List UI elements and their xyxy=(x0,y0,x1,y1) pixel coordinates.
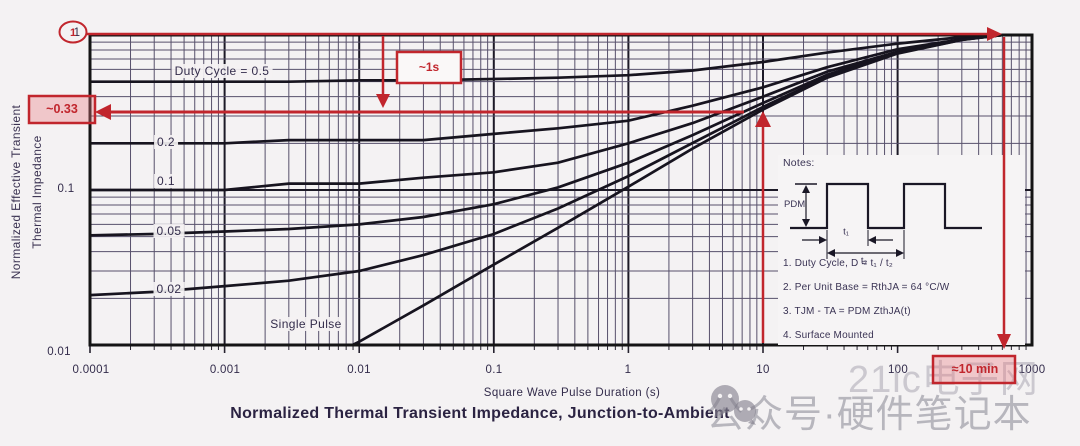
x-tick-1000: 1000 xyxy=(1018,364,1046,376)
x-tick-1: 1 xyxy=(624,364,632,376)
wechat-icon xyxy=(711,385,756,425)
impedance-curves xyxy=(90,35,1032,345)
note-item-1: 1. Duty Cycle, D = t₁ / t₂ xyxy=(783,258,893,269)
curve-label-duty-0.5: Duty Cycle = 0.5 xyxy=(171,64,273,78)
curve-label-single-pulse: Single Pulse xyxy=(267,317,345,331)
watermark-21ic: 21ic电子网 xyxy=(848,348,1039,403)
x-axis-title: Square Wave Pulse Duration (s) xyxy=(483,387,661,399)
impedance-0.33-label: ~0.33 xyxy=(46,102,78,116)
arrow-down-icon xyxy=(376,94,390,108)
waveform-t2-label: t₂ xyxy=(860,255,868,267)
note-item-3: 3. TJM - TA = PDM ZthJA(t) xyxy=(783,306,911,317)
curve-single-pulse xyxy=(349,35,1032,345)
x-tick-0.01: 0.01 xyxy=(347,364,371,376)
watermark-wechat-text: 公众号·硬件笔记本 xyxy=(706,394,1032,436)
annotation-lines xyxy=(58,20,1006,343)
x-tick-100: 100 xyxy=(887,364,909,376)
curve-label-duty-0.02: 0.02 xyxy=(153,282,185,296)
chart-title: Normalized Thermal Transient Impedance, … xyxy=(230,405,730,422)
annotation-arrowheads xyxy=(95,27,1011,349)
pulse-waveform xyxy=(790,182,982,259)
curve-duty-cycle-0.5 xyxy=(90,35,1032,84)
curve-label-duty-0.1: 0.1 xyxy=(154,174,178,188)
ten-minute-box xyxy=(931,354,1017,385)
notes-panel xyxy=(778,155,1025,345)
ten-minute-label: ≈10 min xyxy=(951,362,999,376)
y-tick-1: 1 xyxy=(73,27,81,39)
waveform-arrowheads xyxy=(802,185,904,257)
one-second-box xyxy=(395,50,463,85)
x-tick-0.1: 0.1 xyxy=(485,364,503,376)
circled-1-marker xyxy=(58,20,88,44)
x-tick-10: 10 xyxy=(756,364,770,376)
x-tick-0.0001: 0.0001 xyxy=(72,364,110,376)
waveform-amplitude-label: PDM xyxy=(784,199,806,210)
waveform-t1-label: t₁ xyxy=(843,226,849,238)
impedance-box xyxy=(27,94,97,125)
circled-1-label: 1 xyxy=(69,26,77,39)
y-tick-0.01: 0.01 xyxy=(47,346,71,358)
x-tick-0.001: 0.001 xyxy=(209,364,241,376)
curve-label-duty-0.05: 0.05 xyxy=(153,224,185,238)
curve-label-duty-0.2: 0.2 xyxy=(154,135,178,149)
arrow-up-icon xyxy=(755,111,771,127)
one-second-label: ~1s xyxy=(418,60,440,74)
arrow-left-icon xyxy=(95,104,111,120)
arrow-right-icon xyxy=(987,27,1002,41)
annotation-boxes xyxy=(27,50,1017,385)
note-item-4: 4. Surface Mounted xyxy=(783,330,874,341)
grid xyxy=(89,34,1032,346)
note-item-2: 2. Per Unit Base = RthJA = 64 °C/W xyxy=(783,282,950,293)
notes-heading: Notes: xyxy=(783,157,815,169)
arrow-down-right-icon xyxy=(997,334,1011,349)
y-tick-0.1: 0.1 xyxy=(57,183,75,195)
watermark-wechat: 公众号·硬件笔记本 xyxy=(706,383,1032,438)
